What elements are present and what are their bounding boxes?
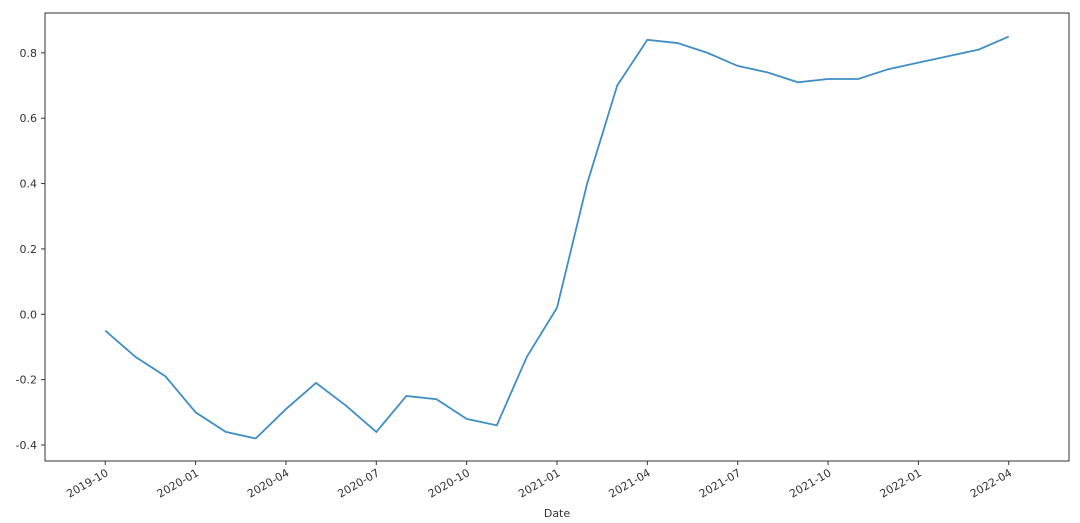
plot-frame bbox=[44, 12, 1070, 462]
x-tick-label: 2022-01 bbox=[878, 466, 924, 500]
x-tick-label: 2020-04 bbox=[245, 466, 291, 500]
line-series bbox=[104, 35, 1010, 440]
x-tick-label: 2020-07 bbox=[335, 466, 381, 500]
x-tick-label: 2021-01 bbox=[516, 466, 562, 500]
x-axis-label: Date bbox=[544, 507, 571, 520]
x-tick-label: 2020-01 bbox=[155, 466, 201, 500]
y-tick-label: 0.8 bbox=[20, 47, 38, 60]
y-tick-label: 0.4 bbox=[20, 178, 38, 191]
x-tick-label: 2021-04 bbox=[607, 466, 653, 500]
x-tick-label: 2021-07 bbox=[697, 466, 743, 500]
x-tick-label: 2020-10 bbox=[426, 466, 472, 500]
y-tick-label: 0.6 bbox=[20, 112, 38, 125]
x-tick-label: 2021-10 bbox=[787, 466, 833, 500]
x-tick-label: 2019-10 bbox=[64, 466, 110, 500]
y-tick-label: -0.2 bbox=[16, 374, 37, 387]
y-tick-label: 0.0 bbox=[20, 308, 38, 321]
y-tick-label: -0.4 bbox=[16, 439, 37, 452]
x-tick-label: 2022-04 bbox=[968, 466, 1014, 500]
y-tick-label: 0.2 bbox=[20, 243, 38, 256]
